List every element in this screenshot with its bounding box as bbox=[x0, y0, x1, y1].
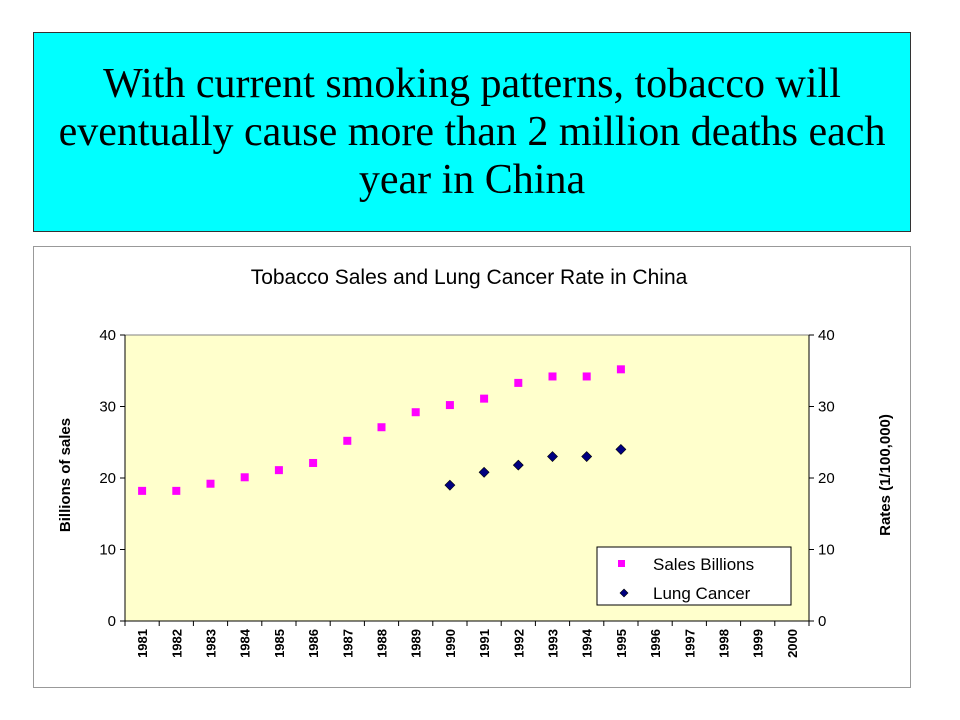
data-point-lung-cancer bbox=[547, 451, 558, 462]
x-tick-label: 1996 bbox=[648, 629, 663, 658]
x-tick-label: 1986 bbox=[306, 629, 321, 658]
series-sales-billions bbox=[138, 365, 625, 495]
y2-tick-label: 20 bbox=[818, 470, 835, 487]
data-marks bbox=[138, 365, 627, 495]
slide-title-box: With current smoking patterns, tobacco w… bbox=[33, 32, 911, 232]
x-tick-label: 1989 bbox=[409, 629, 424, 658]
x-tick-label: 1983 bbox=[204, 629, 219, 658]
x-tick-label: 1988 bbox=[375, 629, 390, 658]
y2-tick-label: 10 bbox=[818, 542, 835, 559]
x-tick-label: 1999 bbox=[751, 629, 766, 658]
data-point-lung-cancer bbox=[615, 443, 627, 455]
data-point-sales bbox=[138, 486, 147, 495]
data-point-lung-cancer bbox=[478, 466, 490, 478]
legend-marker-lung-cancer bbox=[619, 588, 629, 598]
data-point-sales bbox=[206, 479, 215, 488]
data-point-sales bbox=[377, 423, 386, 432]
y2-tick-label: 40 bbox=[818, 327, 835, 344]
data-point-sales bbox=[309, 458, 318, 467]
data-point-sales bbox=[480, 394, 489, 403]
legend: Sales Billions Lung Cancer bbox=[596, 546, 792, 606]
y2-tick-label: 0 bbox=[818, 613, 826, 630]
legend-label-lung-cancer: Lung Cancer bbox=[653, 584, 751, 603]
chart-svg: Tobacco Sales and Lung Cancer Rate in Ch… bbox=[57, 266, 894, 658]
x-tick-label: 1998 bbox=[717, 629, 732, 658]
y-tick-label: 30 bbox=[99, 399, 116, 416]
x-tick-label: 1997 bbox=[682, 629, 697, 658]
x-tick-label: 2000 bbox=[785, 629, 800, 658]
data-point-lung-cancer bbox=[444, 479, 456, 491]
y-tick-label: 40 bbox=[99, 327, 116, 344]
y2-tick-label: 30 bbox=[818, 399, 835, 416]
legend-marker-sales bbox=[618, 560, 625, 567]
x-tick-label: 1982 bbox=[169, 629, 184, 658]
series-lung-cancer bbox=[444, 443, 627, 491]
x-tick-label: 1991 bbox=[477, 629, 492, 658]
chart-title: Tobacco Sales and Lung Cancer Rate in Ch… bbox=[251, 266, 688, 289]
data-point-sales bbox=[548, 372, 557, 381]
data-point-sales bbox=[343, 436, 352, 445]
data-point-sales bbox=[616, 365, 625, 374]
x-tick-label: 1987 bbox=[340, 629, 355, 658]
axes: 0 0 10 10 20 20 30 30 40 40 1981 1982 1983 1984 1985 19… bbox=[99, 327, 834, 658]
legend-box bbox=[596, 546, 792, 606]
data-point-sales bbox=[582, 372, 591, 381]
data-point-lung-cancer bbox=[512, 459, 524, 471]
slide-title: With current smoking patterns, tobacco w… bbox=[58, 61, 886, 203]
data-point-sales bbox=[274, 466, 283, 475]
data-point-sales bbox=[172, 486, 181, 495]
x-tick-label: 1994 bbox=[580, 628, 595, 658]
x-tick-label: 1981 bbox=[135, 629, 150, 658]
y-axis-label: Billions of sales bbox=[57, 418, 74, 532]
x-tick-label: 1990 bbox=[443, 629, 458, 658]
data-point-sales bbox=[240, 473, 249, 482]
y-tick-label: 10 bbox=[99, 542, 116, 559]
data-point-sales bbox=[411, 408, 420, 417]
x-tick-label: 1984 bbox=[238, 628, 253, 658]
x-tick-label: 1992 bbox=[511, 629, 526, 658]
data-point-lung-cancer bbox=[581, 451, 593, 462]
x-tick-label: 1985 bbox=[272, 629, 287, 658]
y-tick-label: 20 bbox=[99, 470, 116, 487]
y2-axis-label: Rates (1/100,000) bbox=[877, 414, 894, 536]
x-tick-label: 1993 bbox=[546, 629, 561, 658]
x-tick-label: 1995 bbox=[614, 629, 629, 658]
legend-label-sales: Sales Billions bbox=[653, 555, 754, 574]
y-tick-label: 0 bbox=[108, 613, 116, 630]
data-point-sales bbox=[445, 401, 454, 410]
chart-frame: Tobacco Sales and Lung Cancer Rate in Ch… bbox=[33, 246, 911, 688]
data-point-sales bbox=[514, 378, 523, 387]
